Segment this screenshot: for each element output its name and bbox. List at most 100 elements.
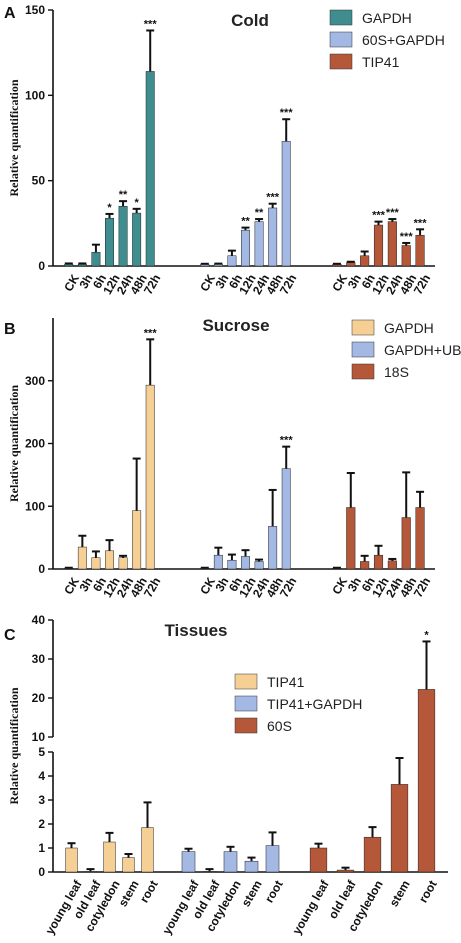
panel-b-x-tick-label: 3h (76, 575, 95, 594)
panel-a-bar-tip41-6h (360, 255, 370, 267)
panel-c-y-tick-label: 40 (32, 613, 46, 627)
panel-b-legend-label-gapdh: GAPDH (384, 320, 434, 336)
panel-b-x-tick-label: 6h (90, 575, 109, 594)
panel-b-bar-18s-48h (401, 517, 411, 570)
panel-c-bar-tip41-old-leaf (84, 871, 97, 873)
panel-c-bar-tip41-stem (122, 857, 135, 873)
panel-b-bar-gapdh-12h (105, 550, 114, 570)
panel-a-x-tick-label: 72h (141, 272, 163, 297)
panel-a-bar-tip41-24h (387, 221, 397, 267)
panel-a-x-tick-label: 72h (277, 272, 299, 297)
panel-c-bar-tip41-gapdh-old-leaf (202, 871, 217, 873)
panel-a-bar-tip41-3h (346, 262, 356, 267)
panel-c-legend-label-60s: 60S (267, 718, 292, 734)
panel-c-bar-tip41-young-leaf (65, 847, 78, 873)
panel-b-significance-mark: *** (280, 435, 294, 447)
panel-a-x-tick-label: 3h (345, 272, 364, 291)
panel-a-bar-gapdh-48h (132, 212, 142, 267)
panel-b-bar-gapdh-72h (145, 384, 155, 570)
panel-a-significance-mark: ** (241, 216, 250, 228)
panel-b-y-tick-label: 0 (38, 562, 45, 576)
panel-b-bar-gapdh-6h (91, 557, 101, 570)
panel-c-bar-60s-root (417, 689, 436, 873)
panel-a-significance-mark: *** (266, 192, 280, 204)
panel-b-y-axis-label: Relative quantification (7, 385, 21, 502)
panel-b-legend-swatch-gapdh (351, 319, 375, 336)
panel-c-x-tick-label: root (262, 878, 286, 905)
panel-c-bar-tip41-gapdh-stem (244, 860, 259, 873)
panel-b-bar-18s-72h (415, 507, 425, 570)
panel-a-y-tick-label: 150 (25, 3, 45, 17)
panel-c-legend-label-tip41: TIP41 (267, 674, 305, 690)
panel-c-bar-tip41-gapdh-root (265, 845, 280, 873)
panel-a-significance-mark: *** (400, 231, 414, 243)
panel-c-significance-mark: * (424, 629, 429, 641)
panel-b-x-tick-label: 72h (411, 575, 433, 600)
panel-a-bar-gapdh-6h (91, 252, 101, 267)
panel-c-letter: C (4, 627, 16, 644)
panel-b-bar-18s-24h (387, 560, 397, 570)
panel-a-bar-gapdh-72h (145, 71, 155, 267)
panel-c-y-tick-label: 1 (38, 841, 45, 855)
panel-b-x-tick-label: 72h (141, 575, 163, 600)
panel-a-x-tick-label: 6h (90, 272, 109, 291)
panel-b-y-tick-label: 200 (25, 437, 45, 451)
panel-b-x-tick-label: 6h (359, 575, 378, 594)
panel-c-legend-swatch-60s (234, 717, 258, 734)
panel-c-bar-60s-stem (390, 784, 409, 873)
panel-c-bar-tip41-root (141, 827, 154, 873)
panel-a-bar-gapdh-3h (77, 264, 87, 267)
panel-b-legend-swatch-gapdh-ubq (351, 341, 375, 358)
panel-c-x-tick-label: stem (116, 878, 142, 909)
panel-a-legend-swatch-gapdh (329, 9, 353, 26)
panel-b-legend-label-gapdh-ubq: GAPDH+UBQ (384, 342, 461, 358)
panel-c-x-tick-label: root (137, 878, 161, 905)
panel-a-legend-label-gapdh: GAPDH (362, 10, 412, 26)
panel-b-bar-gapdh-ubq-12h (241, 556, 250, 570)
panel-b-bar-18s-12h (373, 554, 384, 570)
panel-c-y-tick-label: 20 (32, 691, 46, 705)
panel-b-title: Sucrose (202, 316, 269, 335)
panel-a-legend-label-60s-gapdh: 60S+GAPDH (362, 32, 445, 48)
panel-a-significance-mark: ** (119, 189, 128, 201)
panel-b-bar-gapdh-48h (132, 510, 142, 570)
panel-b-bar-gapdh-ubq-3h (213, 554, 223, 570)
panel-a-bar-gapdh-24h (118, 206, 128, 267)
panel-c-x-tick-label: young leaf (290, 877, 333, 937)
panel-a-bar-gapdh-ck (64, 264, 74, 267)
panel-b-legend-label-18s: 18S (384, 364, 409, 380)
panel-a-y-tick-label: 50 (32, 174, 46, 188)
panel-a-bar-tip41-72h (415, 235, 425, 267)
panel-a-bar-tip41-48h (401, 245, 411, 267)
panel-a-x-tick-label: 6h (359, 272, 378, 291)
panel-a-bar-60s-gapdh-72h (281, 141, 291, 267)
panel-c-legend-swatch-tip41-gapdh (234, 695, 258, 712)
panel-c-bar-60s-cotyledon (363, 836, 382, 873)
panel-c-legend-label-tip41-gapdh: TIP41+GAPDH (267, 696, 362, 712)
panel-a-letter: A (4, 5, 16, 22)
panel-b: B Sucrose 0 100 200 300 Relative quantificatio… (4, 316, 461, 600)
panel-c: C Tissues 0 1 2 3 4 510 20 30 40 Relative quantific… (4, 613, 448, 937)
panel-c-x-tick-label: root (416, 878, 440, 905)
panel-a-x-tick-label: 72h (411, 272, 433, 297)
panel-a-legend-label-tip41: TIP41 (362, 54, 400, 70)
panel-a-significance-mark: * (135, 197, 140, 209)
panel-c-y-tick-label: 5 (38, 745, 45, 759)
panel-b-bar-18s-3h (346, 507, 356, 570)
panel-b-significance-mark: *** (144, 327, 158, 339)
panel-a-significance-mark: *** (386, 207, 400, 219)
panel-c-title: Tissues (164, 621, 227, 640)
panel-c-y-tick-label: 3 (38, 793, 45, 807)
panel-b-legend-swatch-18s (351, 363, 375, 380)
panel-b-x-tick-label: 6h (226, 575, 245, 594)
panel-a-bar-60s-gapdh-6h (227, 255, 237, 267)
panel-a-bar-gapdh-12h (105, 217, 114, 267)
panel-c-bar-tip41-gapdh-cotyledon (223, 851, 238, 873)
panel-b-x-tick-label: 3h (212, 575, 231, 594)
panel-c-bar-tip41-gapdh-young-leaf (181, 851, 196, 873)
panel-c-y-axis-label: Relative quantification (7, 687, 21, 804)
panel-b-letter: B (4, 321, 16, 338)
panel-a-significance-mark: * (107, 202, 112, 214)
